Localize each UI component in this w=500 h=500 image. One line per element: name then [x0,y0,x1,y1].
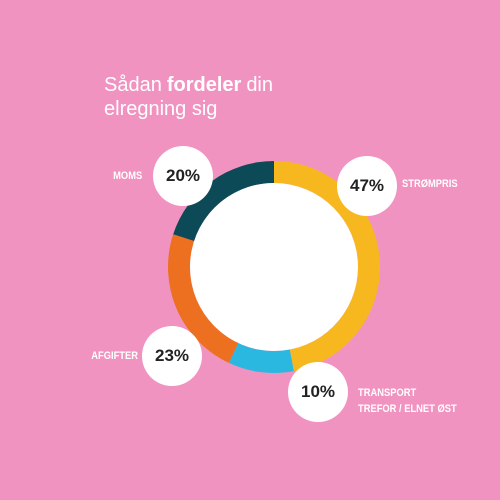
title-part: fordeler [166,74,242,96]
donut-segment [228,343,294,373]
donut-hole [190,183,358,351]
donut-segment [168,234,239,363]
title-part: Sådan [104,74,162,96]
donut-segment [173,161,274,242]
donut-segment [274,161,380,372]
category-label: AFGIFTER [91,350,138,362]
category-label: TRANSPORT TREFOR / ELNET ØST [358,387,457,415]
category-label: MOMS [112,170,142,182]
value-label: 23% [142,326,202,386]
value-label: 47% [337,156,397,216]
title-part: din elregning sig [104,74,274,120]
chart-title: Sådan fordeler din elregning sig [104,73,279,121]
category-label: STRØMPRIS [402,178,458,190]
value-label: 20% [153,146,213,206]
value-label: 10% [288,362,348,422]
